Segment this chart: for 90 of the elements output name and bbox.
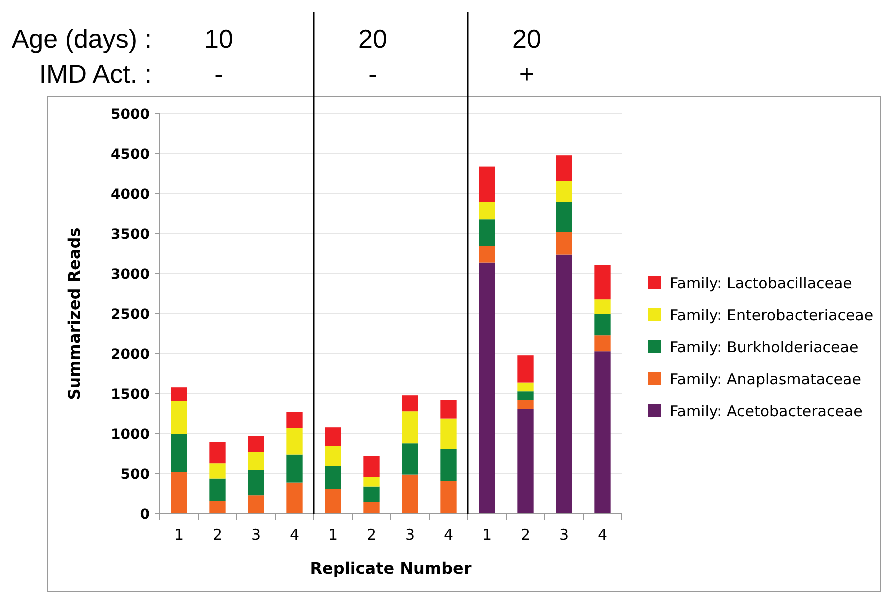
bar [364,486,380,502]
bar [286,412,303,428]
x-tick-label: 2 [366,526,377,544]
y-axis-title: Summarized Reads [65,228,84,400]
bar [594,314,611,336]
text: IMD Act. : [39,59,152,89]
bar [440,449,457,482]
bar [556,181,572,202]
x-tick-label: 1 [328,526,338,544]
y-tick-label: 0 [140,506,150,523]
bar [556,254,572,514]
bar [210,501,226,514]
bar [479,246,496,263]
bar [364,477,380,487]
x-tick-label: 4 [444,526,454,544]
y-tick-label: 500 [120,466,150,483]
bar [325,489,342,514]
bar [479,220,496,246]
bar [210,442,226,464]
y-tick-label: 4000 [111,186,150,203]
x-axis-title: Replicate Number [310,559,472,578]
bar [518,400,534,410]
bar [402,474,418,514]
bar [479,202,496,220]
bar [479,262,496,514]
bar [325,428,342,446]
bar [325,446,342,466]
bar [248,496,264,514]
bar [402,412,418,444]
legend-label: Family: Lactobacillaceae [670,274,852,292]
x-tick-label: 1 [174,526,184,544]
x-tick-label: 3 [405,526,416,544]
legend-label: Family: Burkholderiaceae [670,338,859,356]
bar [171,388,188,402]
y-tick-label: 1000 [111,426,150,443]
x-tick-label: 2 [212,526,223,544]
x-tick-label: 3 [559,526,570,544]
bar [210,464,226,479]
bar [479,166,496,202]
bar [556,232,572,255]
text: - [214,59,224,89]
x-tick-label: 1 [482,526,492,544]
y-tick-label: 2500 [111,306,150,323]
text: 20 [358,24,388,54]
bar [171,434,188,472]
bar [518,392,534,400]
legend-label: Family: Acetobacteraceae [670,402,863,420]
x-tick-label: 3 [251,526,262,544]
bar [440,481,457,514]
bar [518,356,534,383]
bar [518,382,534,392]
text: - [368,59,378,89]
bar [594,336,611,352]
y-tick-label: 3000 [111,266,150,283]
y-tick-label: 5000 [111,106,150,123]
bar [286,454,303,483]
bar [248,436,264,452]
bar [440,418,457,450]
bar [556,156,572,182]
legend-label: Family: Anaplasmataceae [670,370,862,388]
text: 20 [512,24,542,54]
bar [402,396,418,412]
bar [402,444,418,475]
bar [248,470,264,496]
bar [325,466,342,490]
bar [171,401,188,434]
x-tick-label: 2 [520,526,531,544]
bar [210,478,226,502]
text: 10 [204,24,234,54]
bar [556,202,572,232]
bar [594,265,611,300]
bar [248,452,264,470]
x-tick-label: 4 [290,526,300,544]
bar [171,472,188,514]
bar [594,352,611,514]
bar [364,456,380,478]
text: + [519,59,535,89]
bar [364,502,380,514]
text: Age (days) : [12,24,152,54]
y-tick-label: 2000 [111,346,150,363]
bar [594,300,611,314]
bar [286,482,303,514]
bar [286,428,303,455]
x-tick-label: 4 [598,526,608,544]
bar [518,409,534,514]
y-tick-label: 4500 [111,146,150,163]
y-tick-label: 1500 [111,386,150,403]
bar [440,400,457,419]
legend-label: Family: Enterobacteriaceae [670,306,874,324]
y-tick-label: 3500 [111,226,150,243]
